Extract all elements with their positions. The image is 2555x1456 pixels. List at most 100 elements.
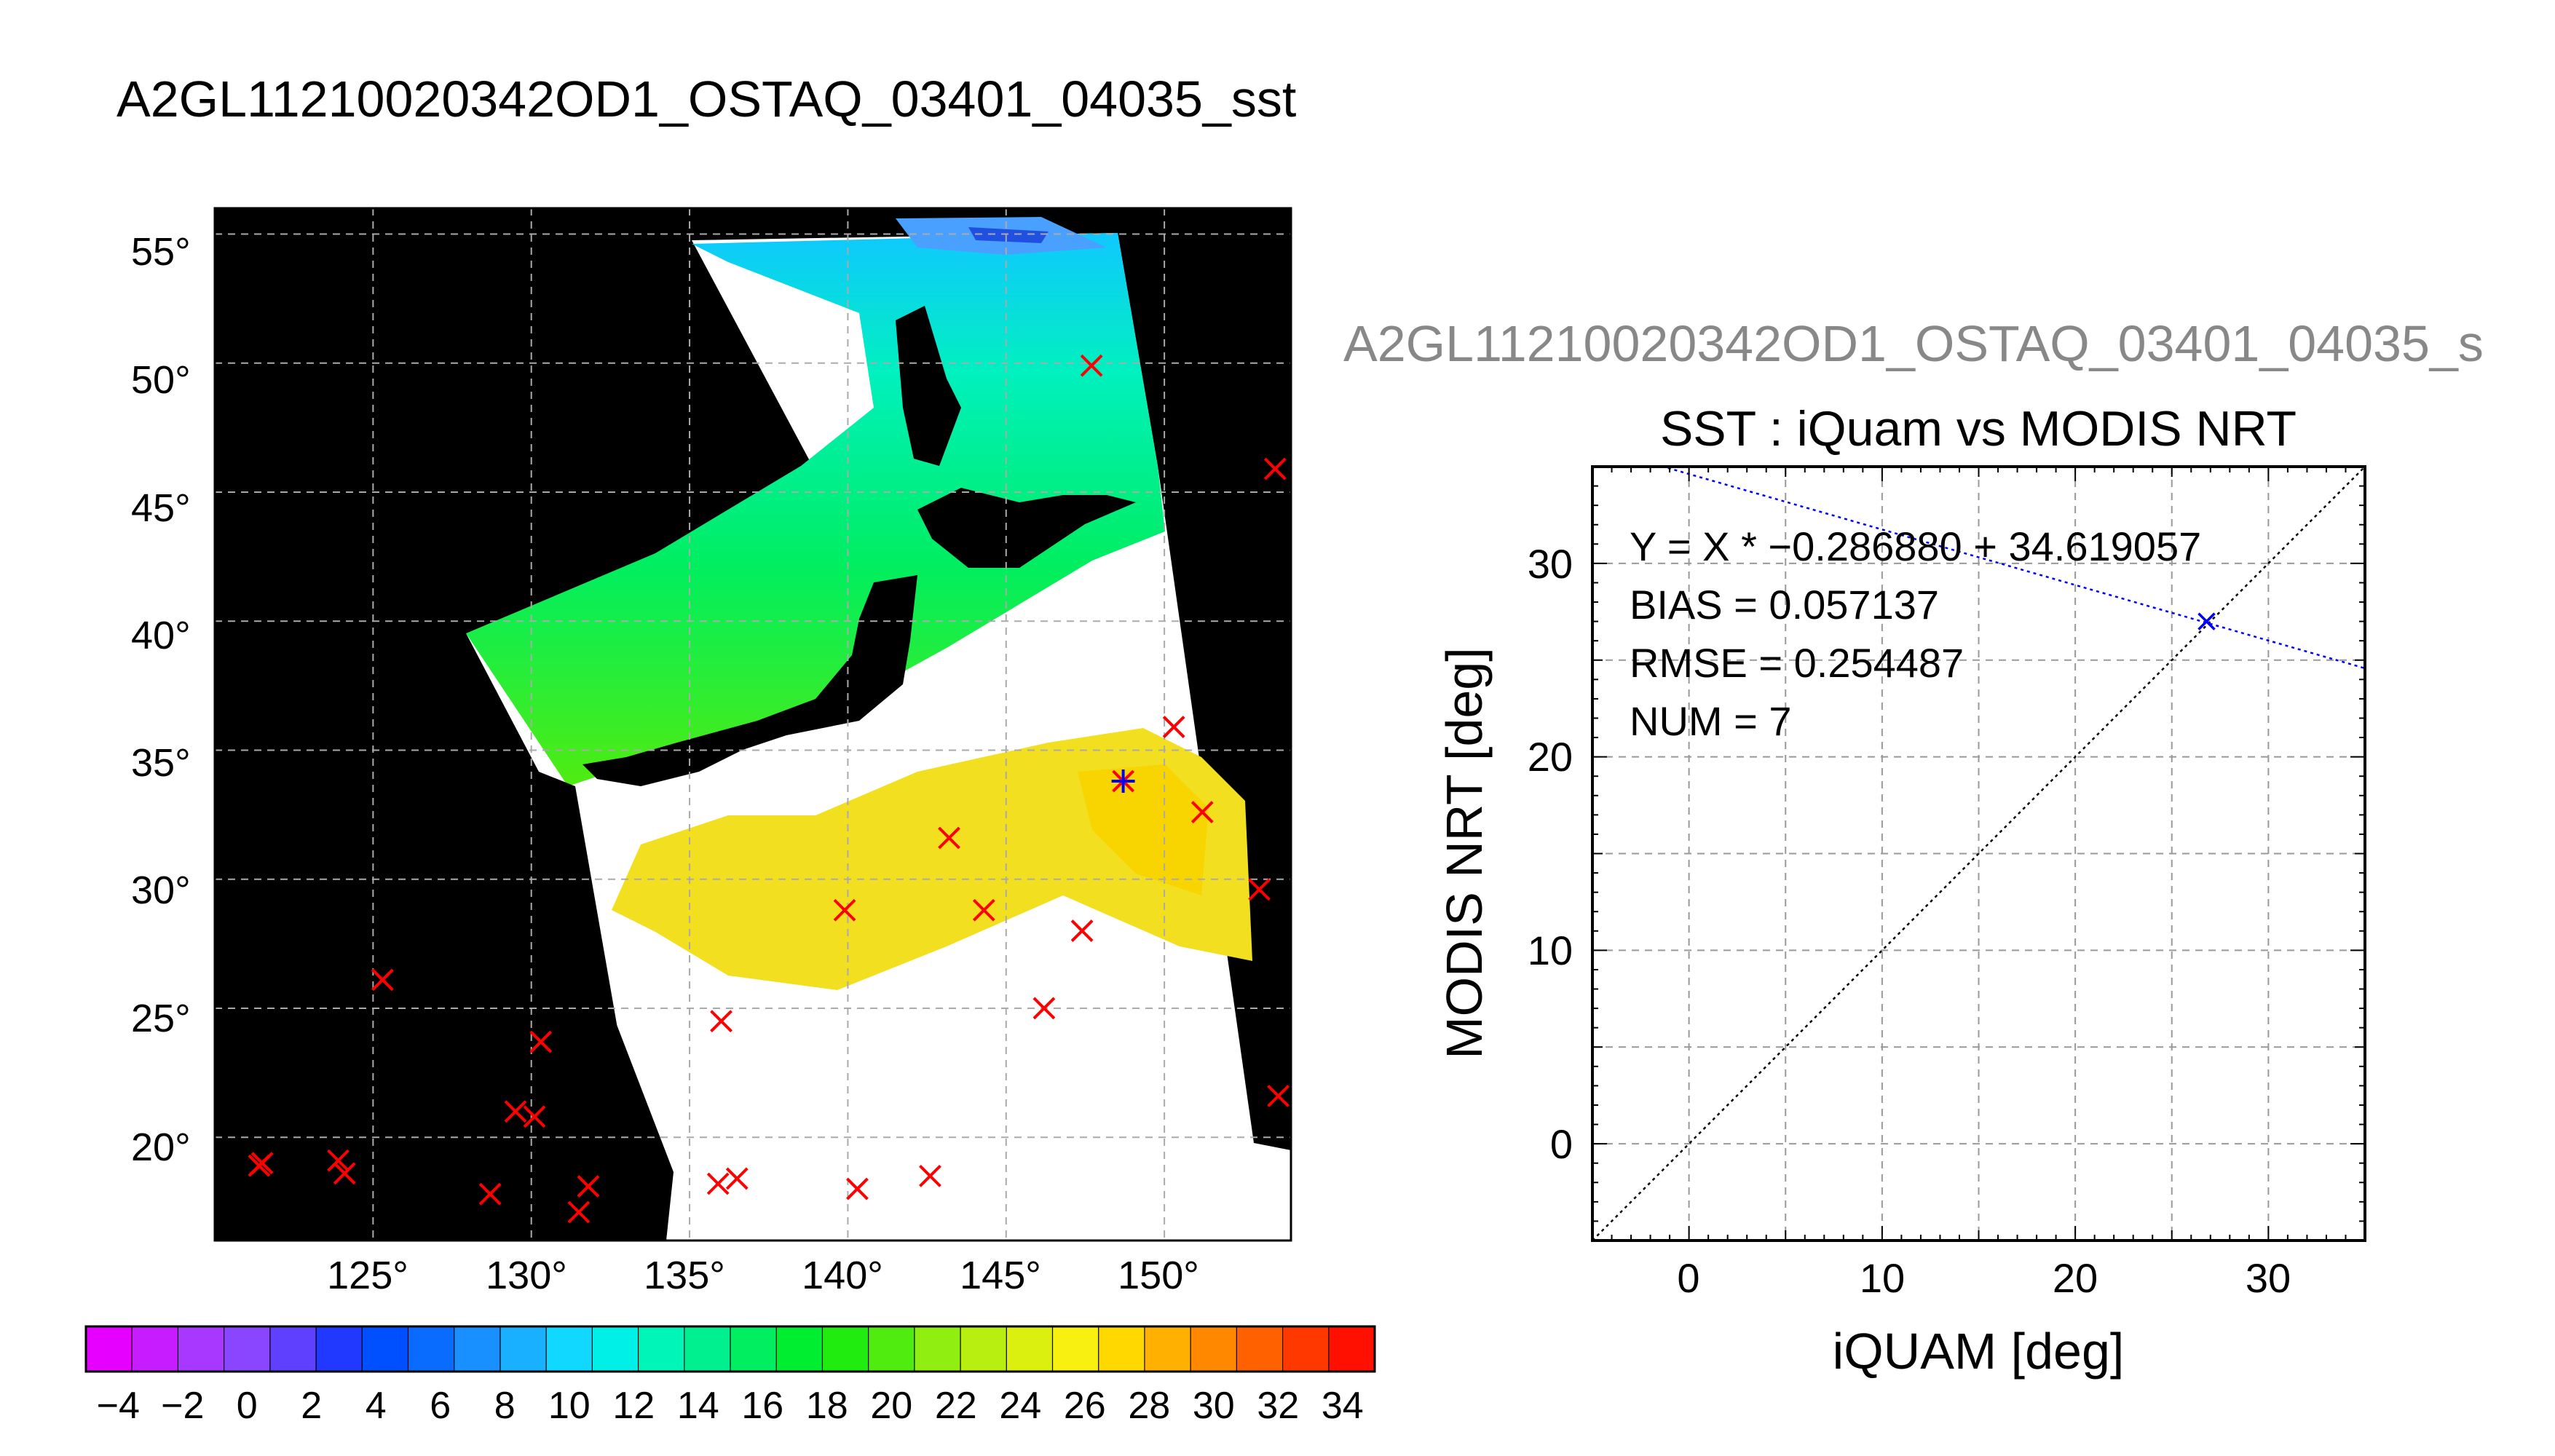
lat-axis: 55° 50° 45° 40° 35° 30° 25° 20° <box>131 230 191 1169</box>
lon-tick-label: 140° <box>802 1254 883 1297</box>
colorbar-tick-label: −4 <box>97 1385 140 1427</box>
buoy-marker <box>250 1152 274 1175</box>
colorbar-tick-label: 8 <box>494 1385 516 1427</box>
buoy-marker <box>725 1167 749 1190</box>
colorbar-cell <box>1282 1326 1330 1372</box>
y-tick-label: 20 <box>1528 734 1573 780</box>
land-hokkaido <box>917 488 1136 568</box>
buoy-marker <box>1080 354 1103 377</box>
map-grid <box>215 208 1291 1241</box>
x-tick-label: 10 <box>1860 1255 1905 1301</box>
buoy-marker <box>333 1162 356 1185</box>
scatter-ylabel: MODIS NRT [deg] <box>1436 647 1493 1059</box>
buoy-marker <box>371 968 394 992</box>
colorbar-tick-label: 2 <box>301 1385 322 1427</box>
scatter-panel: A2GL11210020342OD1_OSTAQ_03401_04035_s S… <box>1343 315 2484 1380</box>
buoy-marker <box>706 1172 730 1195</box>
colorbar-cell <box>684 1326 731 1372</box>
x-tick-label: 30 <box>2246 1255 2291 1301</box>
colorbar-cell <box>86 1326 133 1372</box>
buoy-marker <box>710 1010 732 1033</box>
lat-tick-label: 55° <box>131 230 191 274</box>
colorbar-tick-label: 4 <box>366 1385 387 1427</box>
colorbar-tick-label: 24 <box>999 1385 1041 1427</box>
scatter-x-ticklabels: 0 10 20 30 <box>1677 1255 2291 1301</box>
colorbar-cell <box>316 1326 363 1372</box>
colorbar-tick-label: 18 <box>806 1385 848 1427</box>
scatter-lines <box>1592 467 2365 1241</box>
colorbar-cell <box>776 1326 824 1372</box>
colorbar-tick-label: 6 <box>430 1385 451 1427</box>
one-to-one-line <box>1592 467 2365 1241</box>
colorbar-cell <box>454 1326 501 1372</box>
buoy-marker <box>1190 801 1214 823</box>
colorbar-tick-label: 28 <box>1128 1385 1170 1427</box>
buoy-marker <box>478 1182 502 1206</box>
land-honshu <box>583 575 917 786</box>
lat-tick-label: 25° <box>131 997 191 1040</box>
land-japan <box>896 306 961 466</box>
lat-tick-label: 45° <box>131 486 191 530</box>
lat-tick-label: 50° <box>131 358 191 402</box>
colorbar-cell <box>499 1326 547 1372</box>
buoy-marker <box>1070 919 1094 943</box>
colorbar-tick-label: 20 <box>870 1385 912 1427</box>
colorbar-tick-label: 32 <box>1257 1385 1299 1427</box>
lat-tick-label: 40° <box>131 614 191 657</box>
colorbar-cell <box>1236 1326 1284 1372</box>
colorbar-tick-label: 12 <box>612 1385 655 1427</box>
matched-marker <box>1111 769 1135 793</box>
buoy-marker <box>577 1175 600 1198</box>
scatter-stats: Y = X * −0.286880 + 34.619057 BIAS = 0.0… <box>1630 523 2201 744</box>
colorbar-cell <box>868 1326 915 1372</box>
colorbar-tick-label: −2 <box>161 1385 204 1427</box>
buoy-marker <box>1263 457 1287 480</box>
colorbar-cell <box>638 1326 685 1372</box>
buoy-marker <box>523 1105 546 1128</box>
lon-tick-label: 135° <box>644 1254 725 1297</box>
x-tick-label: 20 <box>2053 1255 2098 1301</box>
stats-bias: BIAS = 0.057137 <box>1630 582 1939 628</box>
sst-cold-patch-2 <box>968 227 1049 243</box>
buoy-marker <box>504 1100 527 1123</box>
buoy-marker <box>1162 716 1185 738</box>
buoy-marker <box>972 898 995 922</box>
colorbar-cell <box>224 1326 271 1372</box>
lon-tick-label: 150° <box>1118 1254 1199 1297</box>
buoy-marker <box>919 1164 941 1187</box>
lat-tick-label: 35° <box>131 741 191 785</box>
colorbar: −4 −2 0 2 4 6 8 10 12 14 16 18 20 22 24 26 28 30 32 34 <box>84 1325 1376 1427</box>
colorbar-cell <box>269 1326 317 1372</box>
colorbar-cell <box>960 1326 1007 1372</box>
buoy-marker <box>327 1149 350 1172</box>
colorbar-cell <box>1144 1326 1191 1372</box>
buoy-marker <box>1032 997 1056 1020</box>
colorbar-cell <box>546 1326 593 1372</box>
colorbar-tick-label: 22 <box>935 1385 977 1427</box>
colorbar-tick-label: 30 <box>1193 1385 1235 1427</box>
scatter-xlabel: iQUAM [deg] <box>1833 1323 2125 1380</box>
colorbar-cell <box>1328 1326 1375 1372</box>
colorbar-cell <box>178 1326 225 1372</box>
colorbar-cell <box>362 1326 409 1372</box>
colorbar-frame <box>84 1325 1376 1373</box>
scatter-frame <box>1591 465 2366 1242</box>
colorbar-cell <box>132 1326 179 1372</box>
colorbar-cell <box>408 1326 455 1372</box>
map-markers <box>248 354 1290 1224</box>
buoy-marker <box>567 1200 591 1224</box>
sst-north <box>466 233 1165 786</box>
colorbar-cell <box>730 1326 777 1372</box>
colorbar-tick-label: 16 <box>741 1385 783 1427</box>
main-title: A2GL11210020342OD1_OSTAQ_03401_04035_sst <box>117 71 1296 127</box>
y-tick-label: 30 <box>1528 541 1573 587</box>
stats-fit: Y = X * −0.286880 + 34.619057 <box>1630 523 2201 569</box>
colorbar-labels: −4 −2 0 2 4 6 8 10 12 14 16 18 20 22 24 26 28 30 32 34 <box>97 1385 1364 1427</box>
y-tick-label: 10 <box>1528 927 1573 973</box>
colorbar-tick-label: 34 <box>1322 1385 1364 1427</box>
buoy-marker <box>529 1030 553 1053</box>
lon-tick-label: 130° <box>486 1254 567 1297</box>
colorbar-cell <box>1190 1326 1237 1372</box>
colorbar-cell <box>914 1326 961 1372</box>
